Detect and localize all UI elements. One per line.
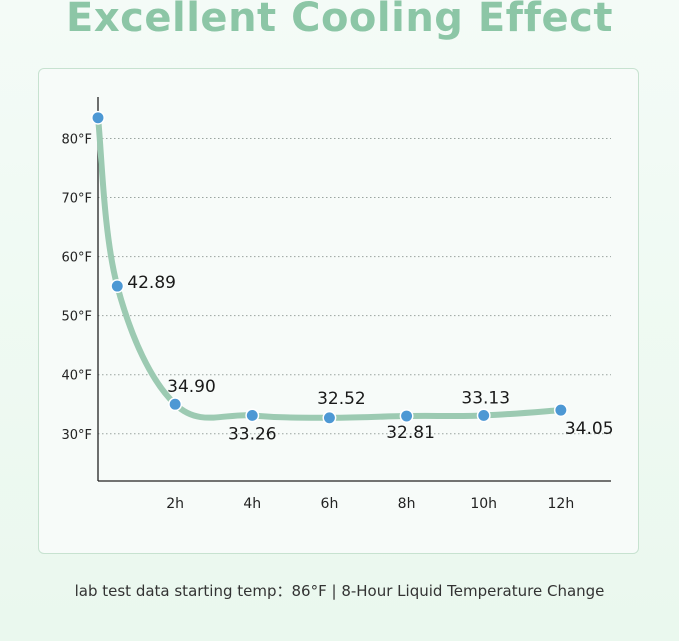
page-title: Excellent Cooling Effect [66, 0, 613, 41]
data-point [245, 408, 260, 423]
chart-panel: 80°F 70°F 60°F 50°F 40°F 30°F 2h 4h 6h 8h 10h 12h 4… [38, 68, 639, 554]
x-tick-label: 8h [398, 496, 416, 512]
data-label: 32.81 [386, 423, 435, 443]
data-label: 32.52 [317, 389, 366, 409]
x-tick-label: 6h [321, 496, 339, 512]
data-label: 33.26 [228, 424, 277, 444]
data-point [168, 397, 183, 412]
x-tick-label: 4h [243, 496, 261, 512]
x-tick-label: 10h [470, 496, 497, 512]
data-point [110, 279, 125, 294]
data-point [399, 409, 414, 423]
data-label: 42.89 [127, 273, 176, 293]
y-tick-label: 40°F [61, 369, 92, 384]
y-tick-label: 30°F [61, 428, 92, 443]
data-label: 34.90 [167, 377, 216, 397]
temperature-chart: 80°F 70°F 60°F 50°F 40°F 30°F 2h 4h 6h 8h 10h 12h 4… [61, 97, 614, 512]
data-label: 33.13 [461, 388, 510, 408]
y-tick-label: 60°F [61, 251, 92, 266]
data-point [553, 403, 568, 418]
data-point [322, 410, 337, 425]
y-tick-label: 50°F [61, 310, 92, 325]
y-tick-label: 70°F [61, 192, 92, 207]
x-tick-label: 12h [548, 496, 575, 512]
data-point [91, 110, 105, 125]
temperature-series-line [95, 114, 564, 421]
y-tick-label: 80°F [61, 132, 92, 147]
chart-caption: lab test data starting temp：86°F | 8-Hou… [74, 582, 605, 600]
x-tick-label: 2h [166, 496, 184, 512]
data-label: 34.05 [565, 419, 614, 439]
data-point [476, 408, 491, 423]
